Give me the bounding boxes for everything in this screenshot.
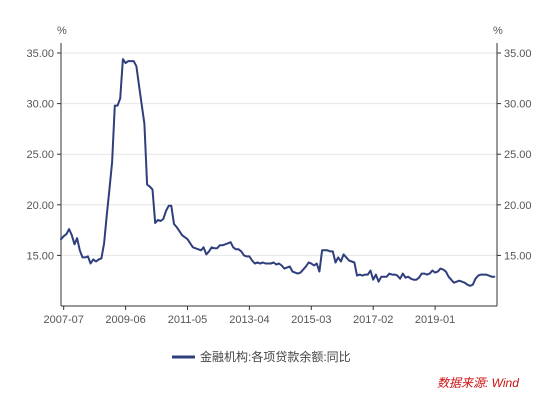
- x-tick-label: 2013-04: [229, 314, 269, 326]
- series-layer: [60, 58, 496, 287]
- y-tick-label-left: 15.00: [26, 250, 54, 262]
- y-axis-unit-left: %: [57, 25, 67, 37]
- source-note: 数据来源: Wind: [437, 376, 519, 390]
- y-tick-label-right: 15.00: [504, 250, 532, 262]
- axes: [60, 43, 498, 307]
- x-axis-ticks: 2007-07 2009-06 2011-05 2013-04 2015-03 2017-…: [44, 306, 455, 326]
- y-tick-label-right: 20.00: [504, 200, 532, 212]
- y-tick-label-right: 25.00: [504, 149, 532, 161]
- y-tick-label-left: 30.00: [26, 99, 54, 111]
- x-tick-label: 2019-01: [415, 314, 455, 326]
- legend-label: 金融机构:各项贷款余额:同比: [200, 349, 351, 364]
- y-axis-unit-right: %: [493, 25, 503, 37]
- series-line: [60, 58, 496, 287]
- y-axis-left-ticks: 35.00 30.00 25.00 20.00 15.00: [26, 48, 61, 262]
- x-tick-label: 2009-06: [105, 314, 145, 326]
- y-tick-label-left: 25.00: [26, 149, 54, 161]
- x-tick-label: 2007-07: [44, 314, 84, 326]
- y-axis-right-ticks: 35.00 30.00 25.00 20.00 15.00: [497, 48, 532, 262]
- y-tick-label-right: 35.00: [504, 48, 532, 60]
- legend[interactable]: 金融机构:各项贷款余额:同比: [172, 349, 351, 364]
- y-tick-label-right: 30.00: [504, 99, 532, 111]
- y-tick-label-left: 20.00: [26, 200, 54, 212]
- x-tick-label: 2015-03: [291, 314, 331, 326]
- x-tick-label: 2017-02: [353, 314, 393, 326]
- x-tick-label: 2011-05: [168, 314, 208, 326]
- gridlines: [61, 52, 497, 256]
- y-tick-label-left: 35.00: [26, 48, 54, 60]
